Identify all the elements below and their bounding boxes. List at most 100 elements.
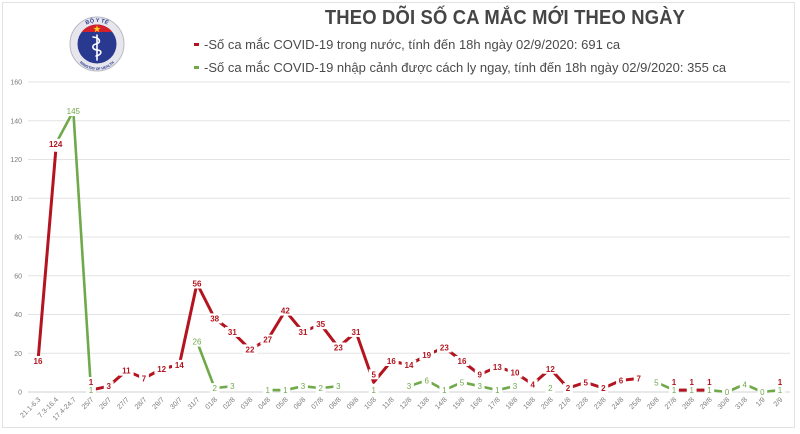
x-tick-label: 27/8	[664, 396, 679, 411]
data-label-domestic: 31	[352, 328, 361, 337]
data-label-background	[189, 278, 205, 289]
x-tick-label: 31/8	[734, 396, 749, 411]
data-label-imported: 1	[672, 386, 677, 395]
data-label-domestic: 10	[511, 369, 520, 378]
y-tick-label: 100	[10, 196, 22, 203]
data-label-domestic: 1	[778, 378, 783, 387]
data-label-background	[313, 319, 328, 330]
x-tick-label: 26/8	[646, 396, 661, 411]
data-label-imported: 2	[548, 384, 553, 393]
data-label-background	[262, 385, 273, 396]
data-label-background	[686, 377, 697, 388]
data-label-domestic: 16	[458, 357, 467, 366]
x-tick-label: 25/8	[628, 396, 643, 411]
data-label-background	[651, 377, 662, 388]
x-tick-label: 28/7	[134, 396, 149, 411]
x-tick-label: 22/8	[575, 396, 590, 411]
data-label-imported: 6	[424, 376, 429, 385]
data-label-background	[633, 373, 644, 384]
data-label-background	[103, 381, 114, 392]
data-label-background	[189, 336, 205, 347]
data-label-background	[527, 379, 538, 390]
x-tick-label: 02/8	[222, 396, 237, 411]
x-tick-label: 25/7	[81, 396, 96, 411]
x-tick-label: 23/8	[593, 396, 608, 411]
x-tick-label: 05/8	[275, 396, 290, 411]
x-tick-label: 12/8	[399, 396, 414, 411]
data-label-imported: 1	[689, 386, 694, 395]
y-tick-label: 40	[14, 312, 22, 319]
data-label-background	[225, 326, 240, 337]
x-tick-label: 29/7	[151, 396, 166, 411]
data-label-imported: 1	[371, 386, 376, 395]
data-label-imported: 1	[778, 386, 783, 395]
data-label-background	[439, 385, 450, 396]
data-label-imported: 145	[67, 107, 81, 116]
y-tick-label: 0	[18, 390, 22, 397]
data-label-imported: 3	[230, 382, 235, 391]
data-label-domestic: 27	[263, 336, 272, 345]
data-label-imported: 1	[707, 386, 712, 395]
x-tick-label: 2/9	[773, 396, 785, 408]
ministry-of-health-logo: BỘ Y TẾ MINISTRY OF HEALTH	[69, 16, 125, 72]
data-label-background	[333, 381, 344, 392]
data-label-background	[437, 342, 452, 353]
x-tick-label: 16/8	[469, 396, 484, 411]
data-label-background	[278, 305, 293, 316]
x-tick-label: 19/8	[522, 396, 537, 411]
data-label-domestic: 1	[89, 378, 94, 387]
x-tick-label: 03/8	[240, 396, 255, 411]
data-label-background	[421, 375, 432, 386]
data-label-imported: 0	[725, 388, 730, 397]
x-tick-label: 09/8	[346, 396, 361, 411]
data-label-background	[280, 385, 291, 396]
data-label-background	[757, 387, 768, 397]
data-label-background	[474, 369, 485, 380]
data-label-background	[510, 381, 520, 392]
data-label-background	[704, 377, 715, 388]
data-label-imported: 3	[407, 382, 412, 391]
legend-label-imported: -Số ca mắc COVID-19 nhập cảnh được cách …	[204, 60, 727, 75]
data-label-imported: 3	[513, 382, 518, 391]
star-icon	[93, 25, 101, 33]
data-label-imported: 3	[336, 382, 341, 391]
series-line-domestic	[90, 282, 639, 392]
data-label-domestic: 22	[246, 345, 255, 354]
data-label-domestic: 12	[157, 365, 166, 374]
data-label-background	[30, 356, 46, 366]
legend-marker-imported	[194, 66, 199, 69]
data-label-domestic: 16	[34, 357, 43, 366]
data-label-background	[669, 385, 679, 396]
data-label-background	[368, 385, 379, 396]
data-label-domestic: 5	[583, 378, 588, 387]
data-label-domestic: 16	[387, 357, 396, 366]
logo-top-text: BỘ Y TẾ	[85, 16, 110, 27]
data-label-domestic: 23	[334, 343, 343, 352]
x-tick-label: 07/8	[310, 396, 325, 411]
data-label-background	[260, 334, 275, 345]
data-label-imported: 3	[301, 382, 306, 391]
legend-label-domestic: -Số ca mắc COVID-19 trong nước, tính đến…	[204, 37, 621, 52]
data-label-imported: 2	[318, 384, 323, 393]
data-label-domestic: 2	[566, 384, 571, 393]
x-tick-label: 1/9	[755, 396, 767, 408]
data-label-background	[298, 381, 308, 392]
data-label-background	[154, 363, 169, 374]
x-tick-label: 30/8	[717, 396, 732, 411]
data-label-imported: 1	[442, 386, 447, 395]
x-tick-label: 06/8	[293, 396, 308, 411]
data-label-domestic: 56	[193, 280, 202, 289]
y-tick-label: 60	[14, 273, 22, 280]
data-label-domestic: 3	[106, 382, 111, 391]
x-tick-label: 31/7	[187, 396, 202, 411]
data-label-background	[543, 363, 558, 374]
data-label-imported: 5	[460, 378, 465, 387]
data-label-background	[775, 377, 785, 388]
x-tick-label: 17/8	[487, 396, 502, 411]
data-label-domestic: 35	[316, 320, 325, 329]
data-label-background	[492, 385, 503, 396]
data-label-background	[598, 383, 609, 394]
y-tick-label: 20	[14, 351, 22, 358]
data-label-background	[45, 138, 66, 149]
data-label-domestic: 7	[636, 374, 641, 383]
